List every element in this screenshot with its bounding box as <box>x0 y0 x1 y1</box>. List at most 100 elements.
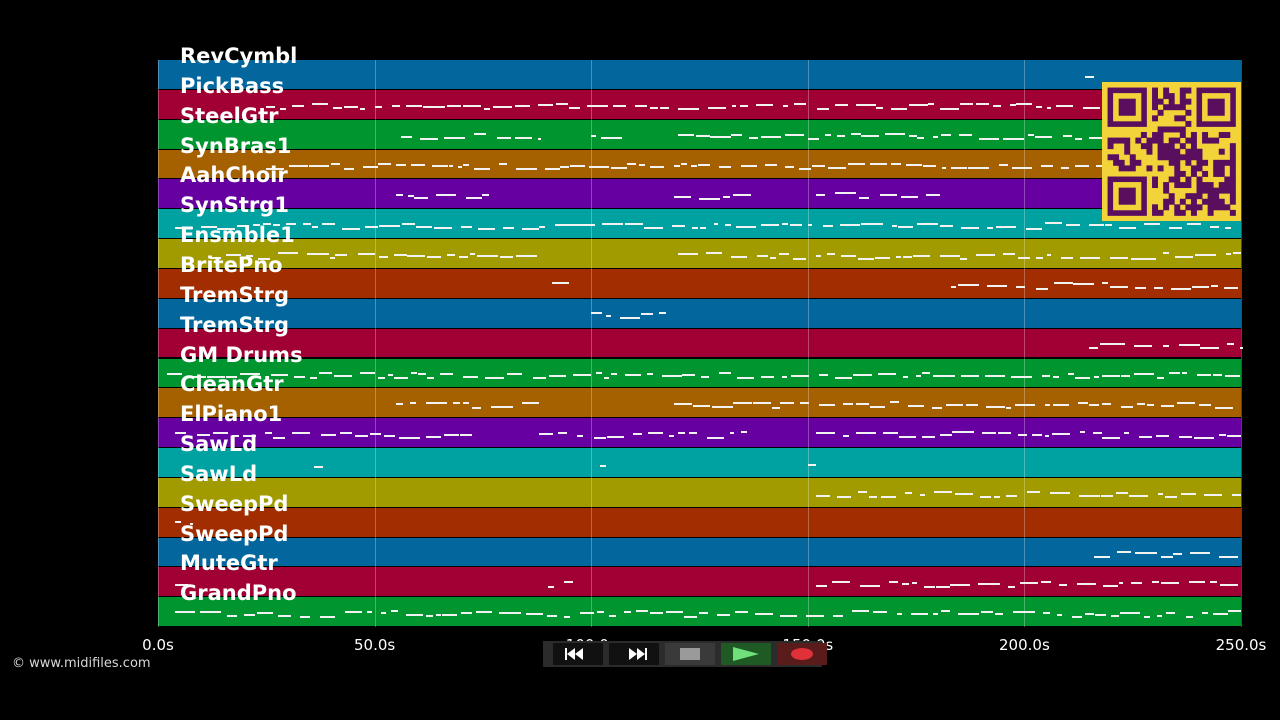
midi-note <box>515 167 538 170</box>
qr-code-icon <box>1102 82 1241 221</box>
midi-note <box>411 163 426 166</box>
midi-note <box>1186 223 1201 226</box>
midi-note <box>731 104 737 107</box>
midi-note <box>718 372 732 375</box>
midi-note <box>435 194 457 197</box>
midi-note <box>623 610 631 613</box>
fast-forward-button[interactable] <box>609 643 659 665</box>
midi-note <box>236 224 250 227</box>
track-lane <box>158 328 1241 358</box>
midi-note <box>1055 104 1074 107</box>
rewind-button[interactable] <box>553 643 603 665</box>
track-lane <box>158 388 1241 418</box>
midi-note <box>1006 495 1017 498</box>
midi-note <box>898 226 913 229</box>
midi-note <box>1209 580 1217 583</box>
midi-note <box>243 434 257 437</box>
midi-note <box>482 194 489 197</box>
track-label: BritePno <box>180 252 283 277</box>
midi-note <box>418 373 426 376</box>
midi-note <box>499 612 521 615</box>
midi-note <box>783 105 788 107</box>
midi-note <box>979 138 999 141</box>
time-gridline <box>158 60 159 627</box>
midi-note <box>1120 612 1141 615</box>
midi-note <box>1162 344 1169 347</box>
record-button[interactable] <box>777 643 827 665</box>
play-icon <box>733 647 759 661</box>
midi-note <box>968 167 990 170</box>
midi-note <box>635 610 649 613</box>
midi-note <box>1093 555 1111 558</box>
time-tick-label: 50.0s <box>353 636 396 654</box>
track-label: MuteGtr <box>180 551 278 576</box>
midi-note <box>901 195 918 198</box>
track-lane <box>158 537 1241 567</box>
midi-note <box>978 583 1000 586</box>
midi-note <box>902 583 910 586</box>
midi-note <box>190 375 207 378</box>
midi-note <box>880 495 897 498</box>
midi-note <box>407 195 414 198</box>
midi-note <box>1102 437 1121 440</box>
midi-note <box>522 228 539 231</box>
midi-note <box>950 167 968 170</box>
midi-note <box>321 222 336 225</box>
midi-note <box>1123 431 1129 434</box>
midi-note <box>701 375 709 378</box>
midi-note <box>859 197 870 200</box>
midi-note <box>827 166 846 169</box>
midi-note <box>443 434 459 437</box>
midi-note <box>644 227 664 230</box>
midi-note <box>240 372 261 375</box>
midi-note <box>808 223 813 226</box>
midi-note <box>1060 257 1074 260</box>
midi-note <box>961 375 979 378</box>
midi-note <box>917 223 938 226</box>
midi-note <box>175 521 182 524</box>
midi-note <box>1109 256 1128 259</box>
midi-note <box>537 103 554 106</box>
midi-note <box>1224 375 1241 378</box>
midi-note <box>319 371 332 374</box>
midi-note <box>1003 253 1016 256</box>
midi-note <box>729 432 735 435</box>
midi-note <box>395 164 406 166</box>
midi-note <box>552 282 569 285</box>
midi-note <box>933 613 938 616</box>
midi-note <box>673 402 692 405</box>
midi-note <box>855 432 876 435</box>
midi-note <box>878 372 896 375</box>
play-button[interactable] <box>721 643 771 665</box>
midi-note <box>995 613 1004 616</box>
midi-note <box>874 257 890 260</box>
track-lane <box>158 89 1241 119</box>
midi-note <box>1220 584 1239 587</box>
midi-note <box>761 224 779 227</box>
midi-note <box>1035 287 1048 290</box>
midi-note <box>1008 585 1015 588</box>
track-label: CleanGtr <box>180 372 284 397</box>
midi-note <box>426 435 441 438</box>
midi-note <box>555 223 577 226</box>
record-icon <box>791 648 813 660</box>
midi-note <box>433 226 452 229</box>
midi-note <box>897 613 903 616</box>
midi-note <box>591 134 597 137</box>
midi-note <box>303 222 311 225</box>
midi-note <box>1119 582 1124 585</box>
midi-note <box>253 224 261 227</box>
midi-note <box>812 165 826 168</box>
midi-note <box>340 431 352 434</box>
midi-note <box>1163 252 1169 255</box>
midi-note <box>1169 227 1183 230</box>
midi-note <box>1086 494 1100 497</box>
midi-note <box>570 164 586 167</box>
stop-button[interactable] <box>665 643 715 665</box>
midi-note <box>896 255 902 258</box>
time-tick-label: 200.0s <box>999 636 1050 654</box>
midi-note <box>650 165 664 168</box>
midi-note <box>526 612 544 615</box>
midi-note <box>1042 375 1050 378</box>
midi-note <box>463 376 478 379</box>
